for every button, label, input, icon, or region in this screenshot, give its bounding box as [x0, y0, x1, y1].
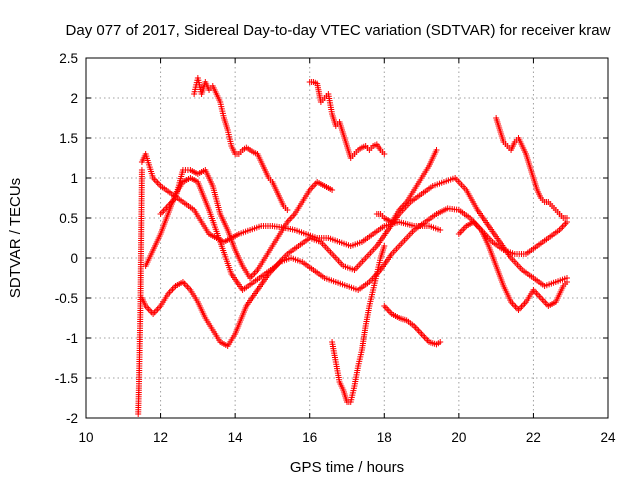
series-track-10 [373, 147, 440, 225]
x-axis-label: GPS time / hours [290, 459, 404, 476]
series-track-8 [329, 243, 388, 405]
series-track-3 [138, 205, 570, 349]
axis-ticks [85, 57, 609, 419]
grid-lines [86, 58, 608, 418]
x-tick-label: 18 [377, 430, 392, 445]
y-tick-label: -1 [66, 331, 78, 346]
y-tick-label: -2 [66, 411, 78, 426]
data-points [135, 75, 570, 417]
data-point [381, 243, 388, 249]
x-tick-labels: 10 12 14 16 18 20 22 24 [78, 430, 616, 445]
series-track-4 [142, 175, 570, 293]
x-tick-label: 20 [451, 430, 466, 445]
data-point [138, 167, 145, 173]
plot-frame [85, 57, 609, 419]
series-track-2 [138, 151, 444, 249]
y-tick-label: 0 [70, 251, 78, 266]
y-axis-label: SDTVAR / TECUs [7, 178, 24, 298]
x-tick-label: 10 [78, 430, 93, 445]
series-track-7 [157, 167, 336, 281]
chart-title: Day 077 of 2017, Sidereal Day-to-day VTE… [66, 22, 611, 39]
data-point [563, 279, 570, 285]
series-track-11 [493, 115, 570, 221]
y-tick-label: -0.5 [55, 291, 78, 306]
data-point [329, 187, 336, 193]
y-tick-label: 2.5 [59, 51, 78, 66]
series-track-12 [455, 219, 570, 313]
x-tick-label: 16 [302, 430, 317, 445]
series-track-1 [135, 167, 145, 417]
data-point [437, 339, 444, 345]
x-tick-label: 22 [526, 430, 541, 445]
y-tick-labels: 2.5 2 1.5 1 0.5 0 -0.5 -1 -1.5 -2 [55, 51, 78, 426]
y-tick-label: 0.5 [59, 211, 78, 226]
y-tick-label: 1.5 [59, 131, 78, 146]
y-tick-label: -1.5 [55, 371, 78, 386]
y-tick-label: 1 [70, 171, 78, 186]
series-track-5 [191, 75, 291, 213]
x-tick-label: 24 [600, 430, 616, 445]
data-point [381, 151, 388, 157]
x-tick-label: 12 [153, 430, 168, 445]
data-point [433, 147, 440, 153]
data-point [437, 227, 444, 233]
data-point [284, 207, 291, 213]
series-track-9 [381, 303, 444, 348]
y-tick-label: 2 [70, 91, 78, 106]
x-tick-label: 14 [228, 430, 244, 445]
series-track-6 [306, 79, 388, 161]
data-point [563, 215, 570, 221]
